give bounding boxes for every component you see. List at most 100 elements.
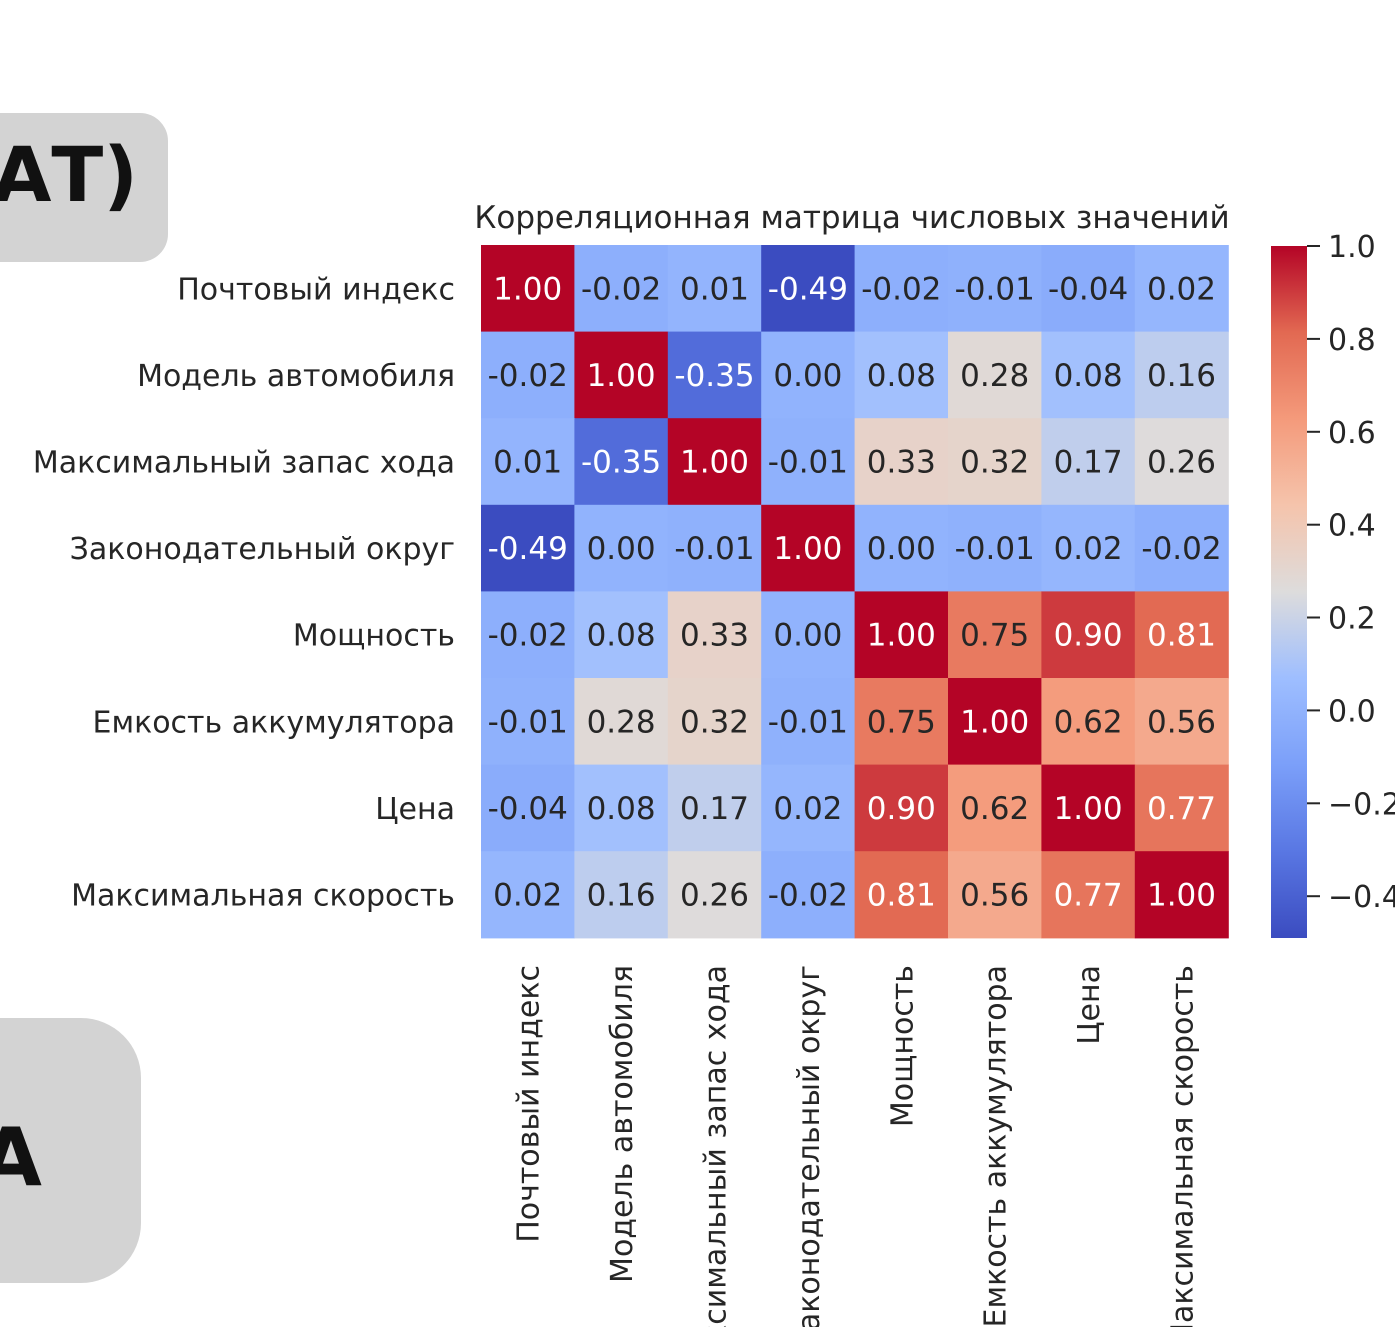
heatmap-cell xyxy=(948,245,1042,333)
heatmap-cell xyxy=(574,851,669,939)
cell-value-label: 0.32 xyxy=(680,704,749,740)
x-tick-label: Законодательный округ xyxy=(792,965,827,1327)
x-tick-label: Емкость аккумулятора xyxy=(979,965,1014,1327)
y-tick-label: Максимальная скорость xyxy=(71,879,455,914)
heatmap-cell xyxy=(854,851,949,939)
heatmap-cell xyxy=(1041,851,1136,939)
cell-value-label: 0.33 xyxy=(680,618,749,654)
cell-value-label: 0.81 xyxy=(867,878,936,914)
cell-value-label: -0.01 xyxy=(768,704,848,740)
cell-value-label: 0.02 xyxy=(1054,531,1123,567)
cell-value-label: 1.00 xyxy=(493,271,562,307)
heatmap-cell xyxy=(1134,678,1229,766)
cell-value-label: 0.26 xyxy=(1147,445,1216,481)
heatmap-cell xyxy=(667,591,762,679)
colorbar-tick-label: −0.4 xyxy=(1328,880,1395,915)
cell-value-label: 0.75 xyxy=(867,704,936,740)
heatmap-cell xyxy=(761,678,856,766)
heatmap-cell xyxy=(854,245,949,333)
heatmap-cell xyxy=(574,331,669,419)
heatmap-cell xyxy=(481,418,575,506)
y-tick-label: Модель автомобиля xyxy=(137,359,455,394)
heatmap-cell xyxy=(854,678,949,766)
heatmap-cells xyxy=(481,245,1229,939)
colorbar-tick-label: −0.2 xyxy=(1328,787,1395,822)
heatmap-cell xyxy=(761,591,856,679)
cell-value-label: 1.00 xyxy=(960,704,1029,740)
cell-value-label: 0.01 xyxy=(680,271,749,307)
heatmap-cell xyxy=(1041,764,1136,852)
y-tick-label: Цена xyxy=(375,792,455,827)
x-tick-label: Модель автомобиля xyxy=(605,965,640,1283)
heatmap-cell xyxy=(574,245,669,333)
heatmap-cell xyxy=(481,331,575,419)
cell-value-label: 0.00 xyxy=(773,618,842,654)
heatmap-cell xyxy=(761,245,856,333)
cell-value-label: 0.81 xyxy=(1147,618,1216,654)
heatmap-cell xyxy=(1134,331,1229,419)
cell-value-label: 0.75 xyxy=(960,618,1029,654)
x-axis-labels: Почтовый индекс Модель автомобиля Максимал… xyxy=(512,965,1201,1327)
cell-value-label: -0.35 xyxy=(581,445,661,481)
cell-value-label: -0.01 xyxy=(955,271,1035,307)
heatmap-cell xyxy=(574,678,669,766)
heatmap-cell xyxy=(1041,591,1136,679)
heatmap-cell xyxy=(574,764,669,852)
heatmap-cell xyxy=(667,331,762,419)
cell-value-label: 0.28 xyxy=(960,358,1029,394)
heatmap-cell xyxy=(574,504,669,592)
cell-value-label: -0.04 xyxy=(1048,271,1128,307)
heatmap-cell xyxy=(948,418,1042,506)
cell-value-label: -0.01 xyxy=(674,531,754,567)
heatmap-cell xyxy=(1134,245,1229,333)
heatmap-cell xyxy=(1041,678,1136,766)
cropped-label-fragment: А xyxy=(0,1018,141,1283)
heatmap-cell xyxy=(948,851,1042,939)
heatmap-cell xyxy=(948,678,1042,766)
cell-value-label: 1.00 xyxy=(1147,878,1216,914)
heatmap-cell xyxy=(854,764,949,852)
heatmap-cell xyxy=(854,591,949,679)
heatmap-cell xyxy=(1134,418,1229,506)
colorbar-tick-label: 0.6 xyxy=(1328,416,1376,451)
x-tick-label: Максимальная скорость xyxy=(1166,965,1201,1327)
cell-value-label: -0.49 xyxy=(768,271,848,307)
cell-value-label: 0.16 xyxy=(587,878,656,914)
heatmap-cell xyxy=(761,331,856,419)
cell-value-label: -0.02 xyxy=(581,271,661,307)
heatmap-cell xyxy=(948,504,1042,592)
colorbar-tick-label: 0.2 xyxy=(1328,602,1376,637)
colorbar-tick-label: 0.8 xyxy=(1328,323,1376,358)
heatmap-cell xyxy=(948,764,1042,852)
heatmap-cell xyxy=(481,678,575,766)
cell-value-label: -0.01 xyxy=(768,445,848,481)
x-tick-label: Мощность xyxy=(885,965,920,1127)
cropped-label-text: А xyxy=(0,1111,42,1204)
heatmap-cell xyxy=(574,591,669,679)
cell-value-label: 1.00 xyxy=(773,531,842,567)
heatmap-cell xyxy=(761,851,856,939)
cell-value-label: 1.00 xyxy=(680,445,749,481)
heatmap-cell xyxy=(1041,245,1136,333)
heatmap-cell xyxy=(667,418,762,506)
heatmap-cell xyxy=(761,764,856,852)
cell-value-label: -0.02 xyxy=(488,618,568,654)
cell-value-label: 0.32 xyxy=(960,445,1029,481)
heatmap-cell xyxy=(667,851,762,939)
heatmap-annotations: 1.00 -0.02 0.01 -0.49 -0.02 -0.01 -0.04 0.02 -0.… xyxy=(488,271,1222,913)
heatmap-cell xyxy=(667,245,762,333)
cell-value-label: -0.04 xyxy=(488,791,568,827)
heatmap-cell xyxy=(1041,331,1136,419)
cell-value-label: -0.02 xyxy=(488,358,568,394)
cell-value-label: 0.33 xyxy=(867,445,936,481)
heatmap-cell xyxy=(1134,591,1229,679)
y-tick-label: Емкость аккумулятора xyxy=(93,705,456,740)
y-tick-label: Законодательный округ xyxy=(70,532,455,567)
heatmap-cell xyxy=(1134,504,1229,592)
cell-value-label: -0.02 xyxy=(1141,531,1221,567)
cell-value-label: 0.08 xyxy=(867,358,936,394)
cell-value-label: 0.00 xyxy=(773,358,842,394)
heatmap-cell xyxy=(481,504,575,592)
heatmap-cell xyxy=(667,504,762,592)
